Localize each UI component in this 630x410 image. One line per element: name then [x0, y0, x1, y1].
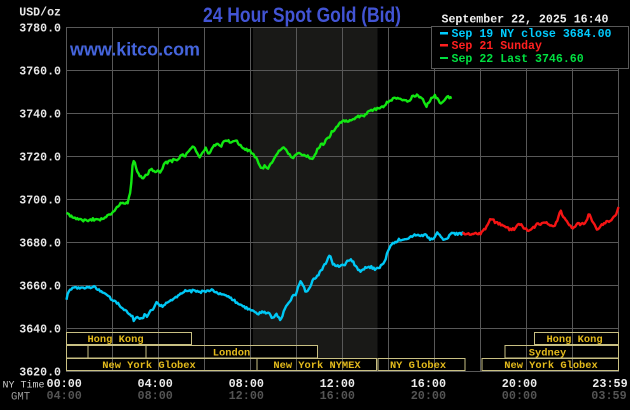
svg-text:3740.0: 3740.0 — [19, 109, 61, 122]
svg-text:16:00: 16:00 — [320, 389, 355, 403]
svg-text:00:00: 00:00 — [46, 377, 81, 391]
svg-text:New York Globex: New York Globex — [504, 360, 598, 372]
svg-text:3780.0: 3780.0 — [19, 23, 61, 36]
svg-text:NY Globex: NY Globex — [390, 360, 446, 372]
svg-text:GMT: GMT — [11, 392, 30, 404]
svg-text:Sydney: Sydney — [529, 347, 567, 359]
svg-text:3720.0: 3720.0 — [19, 152, 61, 165]
svg-text:3620.0: 3620.0 — [19, 367, 61, 380]
svg-text:3640.0: 3640.0 — [19, 324, 61, 337]
svg-text:Sep 19 NY close 3684.00: Sep 19 NY close 3684.00 — [452, 28, 612, 41]
svg-text:NY Time: NY Time — [3, 380, 45, 392]
svg-text:3660.0: 3660.0 — [19, 281, 61, 294]
svg-text:Hong Kong: Hong Kong — [87, 334, 143, 346]
svg-text:00:00: 00:00 — [502, 389, 537, 403]
svg-text:3680.0: 3680.0 — [19, 238, 61, 251]
svg-text:08:00: 08:00 — [229, 377, 264, 391]
svg-text:Sep 21 Sunday: Sep 21 Sunday — [452, 40, 542, 53]
svg-text:New York Globex: New York Globex — [102, 360, 196, 372]
svg-text:www.kitco.com: www.kitco.com — [69, 40, 200, 60]
svg-text:03:59: 03:59 — [591, 389, 626, 403]
svg-text:04:00: 04:00 — [46, 389, 81, 403]
svg-text:Sep 22 Last 3746.60: Sep 22 Last 3746.60 — [452, 53, 584, 66]
svg-text:3760.0: 3760.0 — [19, 66, 61, 79]
svg-text:16:00: 16:00 — [411, 377, 446, 391]
svg-text:USD/oz: USD/oz — [19, 7, 61, 20]
svg-text:London: London — [213, 347, 250, 359]
svg-text:08:00: 08:00 — [137, 389, 172, 403]
svg-text:20:00: 20:00 — [411, 389, 446, 403]
svg-text:04:00: 04:00 — [137, 377, 172, 391]
svg-text:3700.0: 3700.0 — [19, 195, 61, 208]
svg-text:Hong Kong: Hong Kong — [546, 334, 602, 346]
svg-text:24 Hour Spot Gold (Bid): 24 Hour Spot Gold (Bid) — [203, 4, 401, 27]
svg-text:September 22, 2025 16:40: September 22, 2025 16:40 — [442, 13, 609, 26]
svg-text:20:00: 20:00 — [502, 377, 537, 391]
svg-text:12:00: 12:00 — [229, 389, 264, 403]
svg-text:New York NYMEX: New York NYMEX — [273, 360, 361, 372]
svg-text:12:00: 12:00 — [320, 377, 355, 391]
svg-text:23:59: 23:59 — [592, 377, 627, 391]
